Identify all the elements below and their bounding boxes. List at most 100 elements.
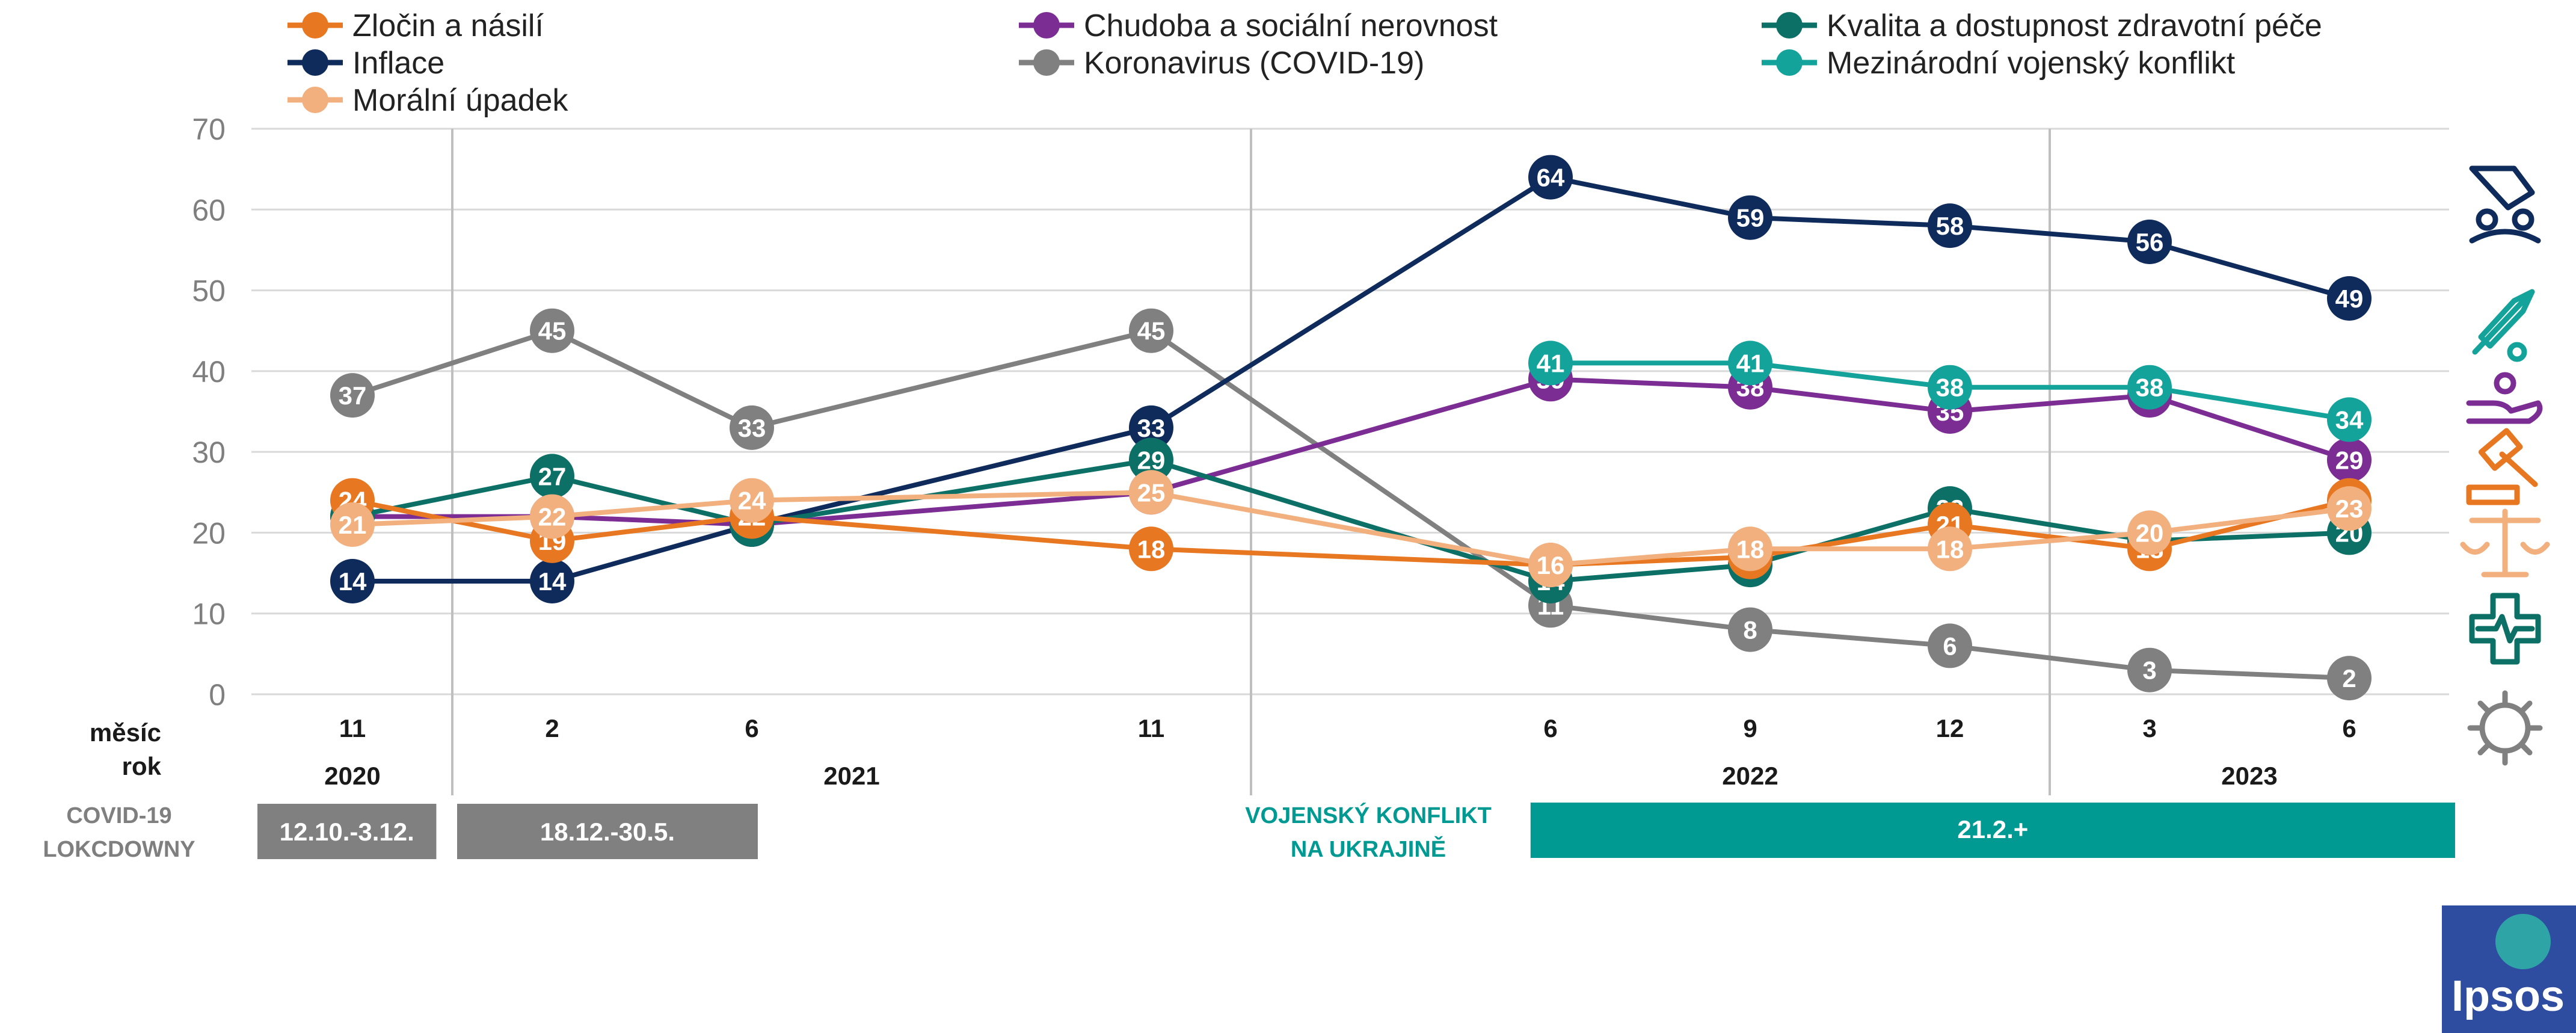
data-point: 6	[1928, 623, 1972, 668]
data-point: 56	[2127, 220, 2172, 264]
legend-swatch-marker	[1033, 49, 1060, 76]
data-point-label: 16	[1537, 551, 1565, 579]
legend-swatch-marker	[302, 12, 328, 39]
data-point-label: 29	[1137, 446, 1166, 475]
data-point: 18	[1728, 526, 1772, 572]
data-point: 3	[2127, 647, 2172, 692]
military-conflict-icon	[2472, 289, 2535, 362]
virus-spike	[2519, 742, 2533, 756]
data-point: 2	[2327, 656, 2372, 701]
data-point-label: 45	[538, 317, 567, 345]
series-group: 14 14 20 33 64 59 58 56 49	[330, 155, 2372, 603]
data-point-marker	[2327, 656, 2372, 701]
data-point: 8	[1728, 607, 1772, 652]
data-point-marker	[2327, 437, 2372, 483]
data-point: 41	[1528, 341, 1573, 386]
ukraine-war-label-line2: NA UKRAJINĚ	[1291, 836, 1446, 862]
data-point-label: 38	[2136, 374, 2164, 402]
data-point-marker	[1728, 607, 1772, 652]
ukraine-war-period-label: 21.2.+	[1957, 815, 2028, 843]
x-axis: měsíc rok 11 2 6 11 6 9 12 3 6 2020 2021 2022 2023	[90, 714, 2356, 790]
data-point: 16	[1528, 543, 1573, 588]
data-point-marker	[330, 559, 375, 603]
series-group: 21 22 24 25 16 18 18 20 23	[330, 470, 2372, 588]
data-point-marker	[1928, 526, 1972, 572]
data-point-label: 58	[1936, 212, 1964, 240]
data-point-label: 14	[339, 567, 367, 596]
data-point-marker	[2127, 365, 2172, 410]
data-point: 22	[530, 494, 574, 539]
poverty-icon	[2466, 372, 2543, 424]
y-tick-label: 10	[192, 597, 226, 631]
data-point-label: 25	[1137, 478, 1166, 507]
data-point: 37	[330, 373, 375, 418]
data-point-marker	[530, 308, 574, 353]
legend-label: Kvalita a dostupnost zdravotní péče	[1827, 8, 2322, 43]
data-point: 18	[1928, 526, 1972, 572]
legend-item: Koronavirus (COVID-19)	[1019, 46, 1424, 81]
data-point-marker	[1129, 405, 1173, 450]
heartbeat-line	[2475, 614, 2535, 644]
data-point-label: 41	[1537, 349, 1565, 377]
data-point: 33	[1129, 405, 1173, 450]
data-point-label: 2	[2342, 664, 2356, 692]
data-point: 29	[1129, 437, 1173, 483]
rocket-shape	[2472, 289, 2535, 355]
ukraine-war-label-line1: VOJENSKÝ KONFLIKT	[1245, 802, 1492, 828]
legend-swatch-marker	[1776, 12, 1803, 39]
y-tick-label: 70	[192, 113, 226, 146]
data-point-marker	[1728, 526, 1772, 572]
virus-spike	[2519, 700, 2533, 714]
ipsos-logo-text: Ipsos	[2452, 972, 2565, 1020]
hand-shape	[2469, 165, 2535, 211]
x-tick-year: 2022	[1722, 762, 1778, 790]
covid-lockdown-period	[457, 804, 758, 859]
data-point: 25	[1129, 470, 1173, 515]
data-point-label: 38	[1936, 374, 1964, 402]
inflation-icon	[2469, 165, 2541, 244]
data-point: 59	[1728, 195, 1772, 240]
x-tick-month: 3	[2142, 714, 2156, 742]
data-point-label: 49	[2335, 285, 2364, 313]
x-tick-month: 12	[1936, 714, 1964, 742]
data-point-label: 33	[738, 414, 766, 442]
legend-item: Morální úpadek	[287, 83, 568, 118]
data-point: 14	[330, 559, 375, 603]
data-point-marker	[1528, 543, 1573, 588]
x-tick-month: 11	[339, 714, 366, 742]
explosion-dot	[2507, 342, 2527, 362]
data-point-marker	[730, 405, 774, 450]
data-point-label: 18	[1936, 535, 1964, 563]
data-point-marker	[1728, 195, 1772, 240]
data-point-marker	[330, 373, 375, 418]
data-point-marker	[1928, 365, 1972, 410]
x-tick-month: 6	[745, 714, 758, 742]
data-point-label: 41	[1736, 349, 1765, 377]
legend-item: Inflace	[287, 46, 444, 81]
data-point: 64	[1528, 155, 1573, 200]
data-point-label: 3	[2142, 656, 2156, 685]
data-point-marker	[2327, 486, 2372, 531]
legend-swatch-marker	[1033, 12, 1060, 39]
y-tick-label: 60	[192, 193, 226, 227]
data-point-label: 18	[1137, 535, 1166, 563]
data-point-marker	[2127, 647, 2172, 692]
data-point: 38	[1928, 365, 1972, 410]
virus-spike	[2477, 700, 2491, 714]
legend-swatch-marker	[302, 49, 328, 76]
data-point-label: 23	[2335, 495, 2364, 523]
data-point-label: 24	[738, 487, 766, 515]
legend-swatch-marker	[302, 87, 328, 113]
scale-pans	[2460, 541, 2550, 555]
chart-legend: Zločin a násilí Chudoba a sociální nerovn…	[287, 8, 2322, 118]
data-point-marker	[2327, 397, 2372, 442]
legend-label: Morální úpadek	[352, 83, 568, 118]
coin-shape	[2494, 372, 2516, 395]
ukraine-war-period	[1530, 803, 2455, 858]
x-tick-month: 11	[1138, 714, 1164, 742]
data-point-marker	[1129, 470, 1173, 515]
covid-lockdown-period-label: 18.12.-30.5.	[540, 818, 675, 846]
x-tick-year: 2023	[2221, 762, 2277, 790]
data-point-label: 20	[2136, 519, 2164, 547]
